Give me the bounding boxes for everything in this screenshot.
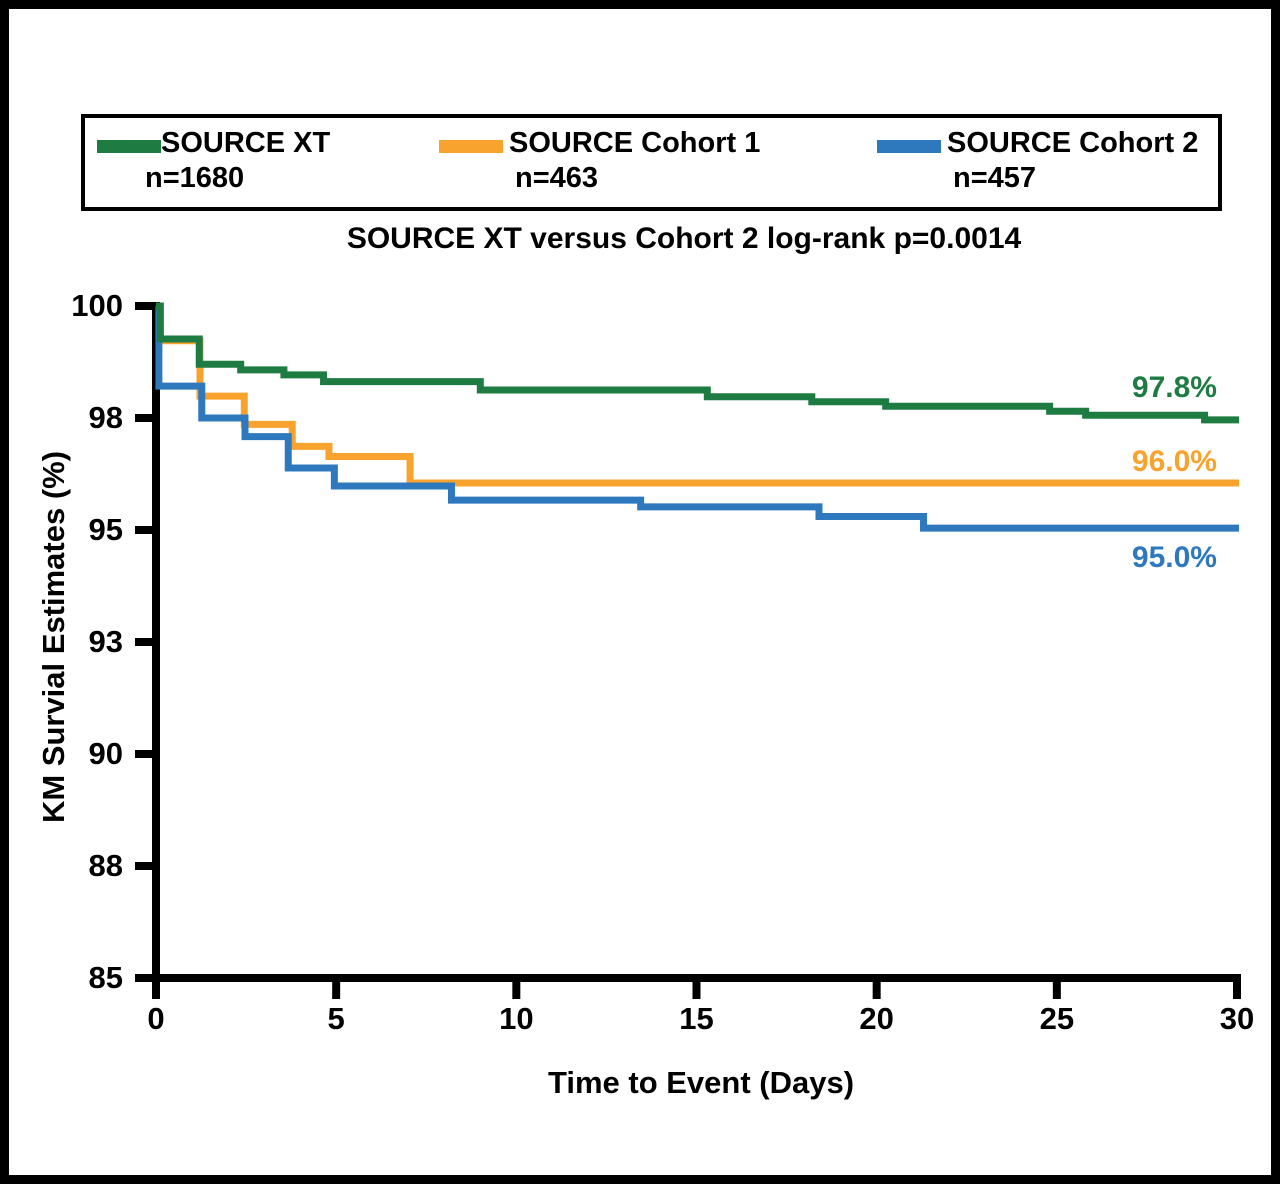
legend-label-cohort-1: SOURCE Cohort 1 — [509, 127, 761, 159]
y-tick-label-93: 93 — [88, 624, 123, 659]
km-curve-source-cohort-1 — [156, 302, 1239, 487]
y-tick-label-90: 90 — [88, 736, 123, 771]
legend — [81, 114, 1222, 211]
end-label-source-xt: 97.8% — [1131, 371, 1217, 404]
end-label-source-cohort-1: 96.0% — [1131, 445, 1217, 478]
y-tick-label-98: 98 — [88, 400, 123, 435]
y-tick-label-85: 85 — [88, 960, 123, 995]
x-axis-title: Time to Event (Days) — [547, 1065, 855, 1100]
x-tick-label-30: 30 — [1219, 1001, 1255, 1036]
legend-swatch-cohort-1 — [439, 140, 503, 153]
km-curve-source-cohort-2 — [155, 302, 1239, 532]
km-curve-source-xt — [156, 302, 1239, 424]
legend-label-cohort-2: SOURCE Cohort 2 — [947, 127, 1199, 159]
chart-title: SOURCE XT versus Cohort 2 log-rank p=0.0… — [346, 222, 1022, 255]
x-tick-label-20: 20 — [859, 1001, 894, 1036]
legend-n-cohort-1: n=463 — [515, 162, 599, 194]
legend-n-cohort-2: n=457 — [953, 162, 1037, 194]
y-tick-label-88: 88 — [88, 848, 123, 883]
end-label-source-cohort-2: 95.0% — [1131, 541, 1217, 574]
x-tick-label-0: 0 — [147, 1001, 165, 1036]
y-tick-label-95: 95 — [88, 512, 123, 547]
legend-label-source-xt: SOURCE XT — [161, 127, 331, 159]
x-tick-label-5: 5 — [327, 1001, 345, 1036]
km-plot — [135, 302, 1241, 999]
legend-n-source-xt: n=1680 — [145, 162, 245, 194]
x-tick-label-10: 10 — [499, 1001, 534, 1036]
legend-swatch-cohort-2 — [877, 140, 941, 153]
x-tick-label-15: 15 — [679, 1001, 714, 1036]
x-tick-label-25: 25 — [1039, 1001, 1075, 1036]
legend-swatch-source-xt — [97, 140, 161, 153]
y-tick-label-100: 100 — [71, 288, 123, 323]
